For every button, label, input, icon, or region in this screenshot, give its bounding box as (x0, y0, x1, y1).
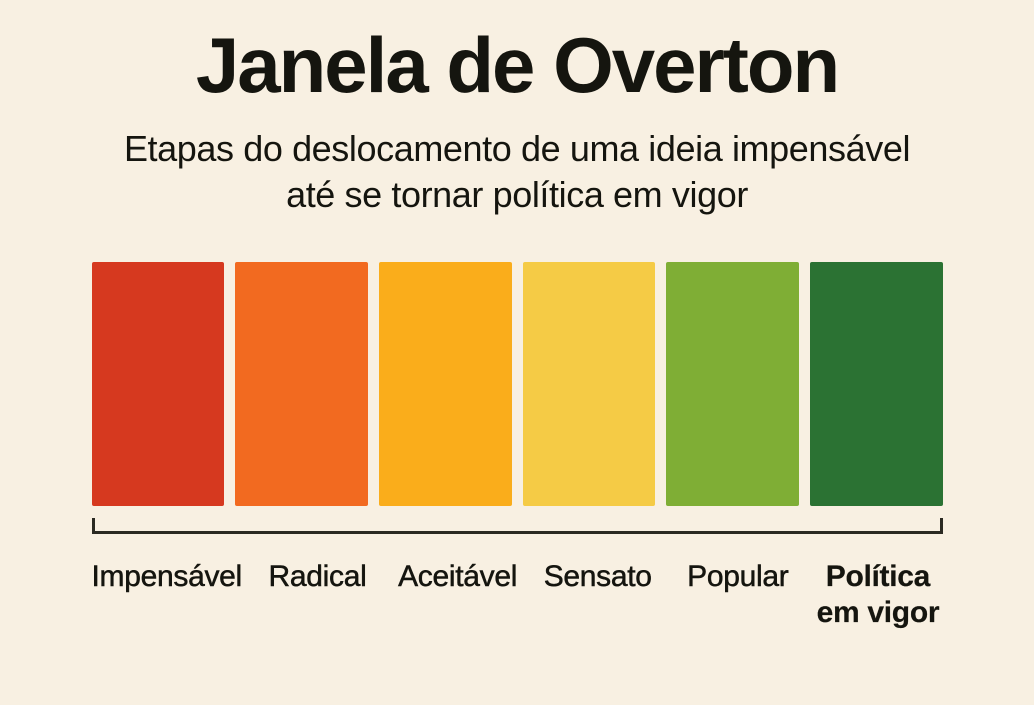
stage-bar-radical (235, 262, 368, 506)
stage-label-line-1: Política (825, 560, 931, 593)
stage-label-impensavel: Impensável (91, 560, 242, 594)
stage-bar-popular (666, 262, 799, 506)
stage-bar-politica-em-vigor (809, 262, 943, 506)
stage-label-sensato: Sensato (543, 560, 652, 594)
stage-labels: Impensável Radical Aceitável Sensato Popular… (91, 559, 943, 631)
subtitle-line-2: até se tornar política em vigor (286, 174, 748, 215)
stage-color-bars (91, 262, 943, 506)
stage-label-aceitavel: Aceitável (398, 560, 518, 594)
stage-bar-impensavel (91, 262, 225, 506)
stage-bar-sensato (522, 262, 656, 506)
range-bracket (91, 518, 943, 534)
stage-bar-aceitavel (378, 262, 512, 506)
stage-label-politica-em-vigor: Política em vigor (813, 559, 942, 631)
subtitle: Etapas do deslocamento de uma ideia impe… (0, 126, 1034, 218)
stage-label-popular: Popular (687, 560, 789, 594)
stage-label-line-2: em vigor (816, 596, 940, 629)
stage-label-radical: Radical (268, 560, 367, 594)
page-title: Janela de Overton (195, 21, 840, 109)
subtitle-line-1: Etapas do deslocamento de uma ideia impe… (123, 128, 911, 169)
overton-window-infographic: Janela de Overton Etapas do deslocamento… (0, 26, 1034, 705)
